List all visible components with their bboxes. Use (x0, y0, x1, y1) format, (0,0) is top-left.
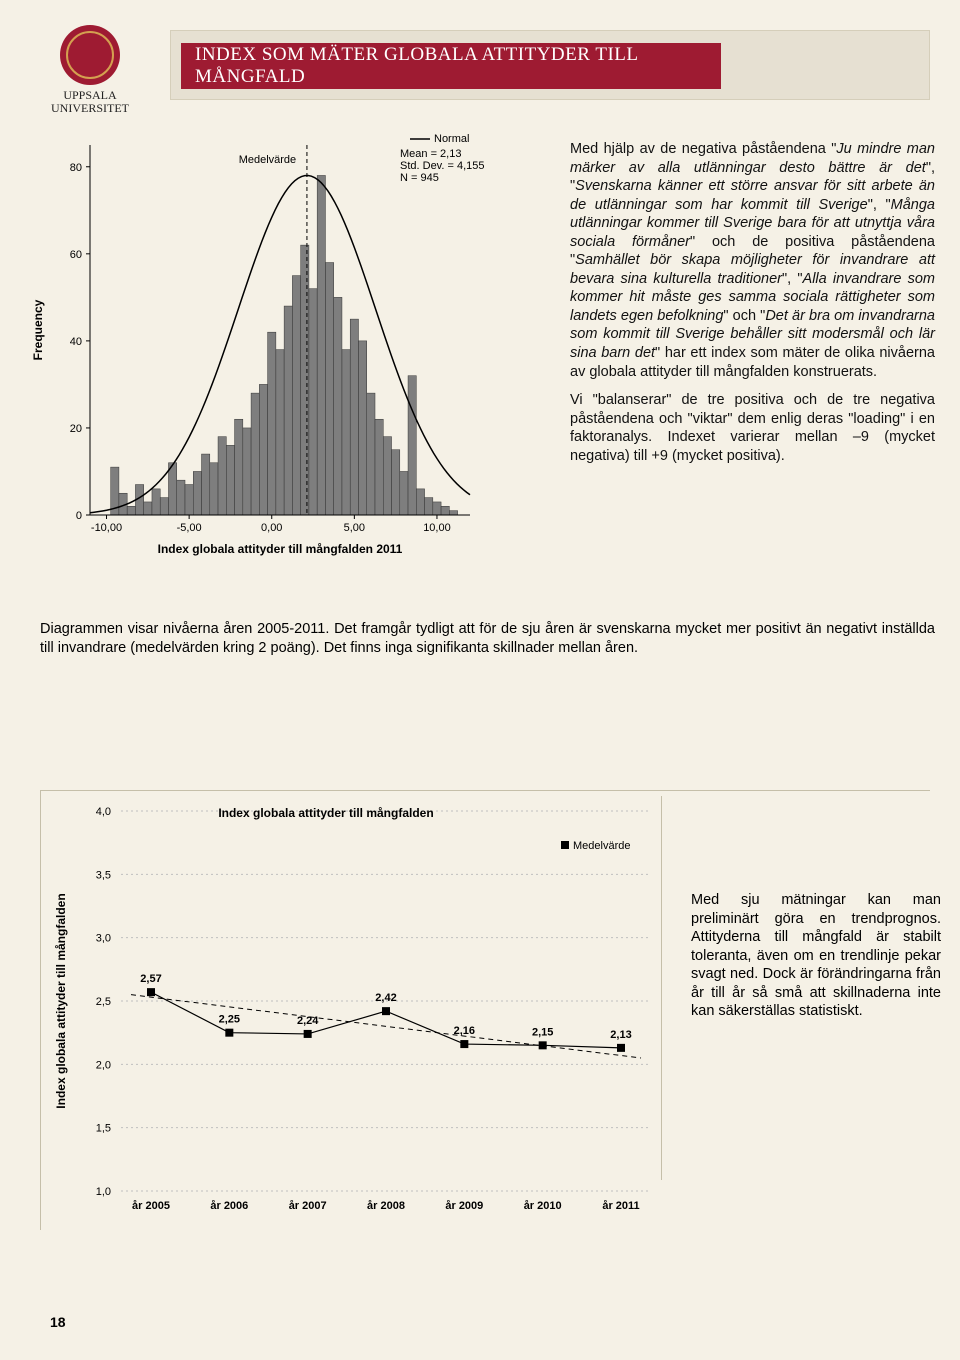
svg-text:Frequency: Frequency (31, 299, 45, 360)
body-para-1: Med hjälp av de negativa påståendena "Ju… (570, 140, 935, 381)
svg-text:år 2010: år 2010 (524, 1200, 562, 1212)
svg-text:år 2008: år 2008 (367, 1200, 405, 1212)
page: UPPSALA UNIVERSITET INDEX SOM MÄTER GLOB… (0, 0, 960, 1360)
svg-text:20: 20 (70, 423, 82, 435)
svg-text:1,0: 1,0 (96, 1186, 111, 1198)
logo-line2: UNIVERSITET (51, 101, 129, 115)
svg-text:-10,00: -10,00 (91, 522, 122, 534)
body-text-lower: Diagrammen visar nivåerna åren 2005-2011… (40, 620, 935, 657)
svg-text:5,00: 5,00 (344, 522, 365, 534)
body-text-right: Med hjälp av de negativa påståendena "Ju… (570, 140, 935, 475)
logo-line1: UPPSALA (63, 88, 116, 102)
svg-text:2,15: 2,15 (532, 1026, 553, 1038)
svg-text:2,16: 2,16 (454, 1025, 475, 1037)
svg-text:Medelvärde: Medelvärde (239, 154, 296, 166)
svg-text:60: 60 (70, 249, 82, 261)
svg-text:år 2011: år 2011 (602, 1200, 639, 1212)
svg-text:Std. Dev. = 4,155: Std. Dev. = 4,155 (400, 160, 485, 172)
svg-text:Mean = 2,13: Mean = 2,13 (400, 148, 461, 160)
svg-text:10,00: 10,00 (423, 522, 451, 534)
svg-text:0,00: 0,00 (261, 522, 282, 534)
svg-text:N = 945: N = 945 (400, 172, 439, 184)
svg-text:0: 0 (76, 510, 82, 522)
body-para-2: Vi "balanserar" de tre positiva och de t… (570, 391, 935, 465)
svg-text:2,0: 2,0 (96, 1059, 111, 1071)
svg-text:år 2009: år 2009 (445, 1200, 483, 1212)
svg-text:Index globala attityder till m: Index globala attityder till mångfalden (54, 893, 68, 1108)
svg-text:1,5: 1,5 (96, 1123, 111, 1135)
svg-text:Medelvärde: Medelvärde (573, 840, 630, 852)
logo-text: UPPSALA UNIVERSITET (40, 89, 140, 115)
histogram-chart: 0 20 40 60 80 -10,00 -5,00 0,00 5,00 10,00 Frequen… (20, 125, 540, 595)
svg-text:2,13: 2,13 (610, 1029, 631, 1041)
logo-seal-icon (60, 25, 120, 85)
svg-text:2,42: 2,42 (375, 992, 396, 1004)
svg-text:80: 80 (70, 162, 82, 174)
svg-text:3,5: 3,5 (96, 869, 111, 881)
svg-text:år 2007: år 2007 (289, 1200, 327, 1212)
svg-text:2,24: 2,24 (297, 1015, 319, 1027)
university-logo: UPPSALA UNIVERSITET (40, 25, 140, 115)
svg-text:Normal: Normal (434, 133, 469, 145)
page-title: INDEX SOM MÄTER GLOBALA ATTITYDER TILL M… (181, 43, 721, 89)
svg-text:Index globala attityder till m: Index globala attityder till mångfalden (218, 806, 433, 820)
trend-chart: 1,0 1,5 2,0 2,5 3,0 3,5 4,0 Index globala attit… (41, 791, 681, 1231)
svg-text:40: 40 (70, 336, 82, 348)
svg-text:2,25: 2,25 (219, 1014, 240, 1026)
svg-text:Index globala attityder till m: Index globala attityder till mångfalden … (158, 542, 403, 556)
svg-text:-5,00: -5,00 (177, 522, 202, 534)
svg-text:2,57: 2,57 (140, 973, 161, 985)
svg-text:4,0: 4,0 (96, 806, 111, 818)
page-number: 18 (50, 1314, 66, 1330)
svg-text:2,5: 2,5 (96, 996, 111, 1008)
upper-content: 020406080-10,00-5,000,005,0010,00Frequen… (40, 130, 930, 760)
svg-text:3,0: 3,0 (96, 933, 111, 945)
trend-paragraph: Med sju mätningar kan man preliminärt gö… (691, 891, 941, 1021)
svg-text:år 2005: år 2005 (132, 1200, 170, 1212)
trend-section: 1,0 1,5 2,0 2,5 3,0 3,5 4,0 Index globala attit… (40, 790, 930, 1230)
title-bar-background: INDEX SOM MÄTER GLOBALA ATTITYDER TILL M… (170, 30, 930, 100)
svg-text:år 2006: år 2006 (210, 1200, 248, 1212)
